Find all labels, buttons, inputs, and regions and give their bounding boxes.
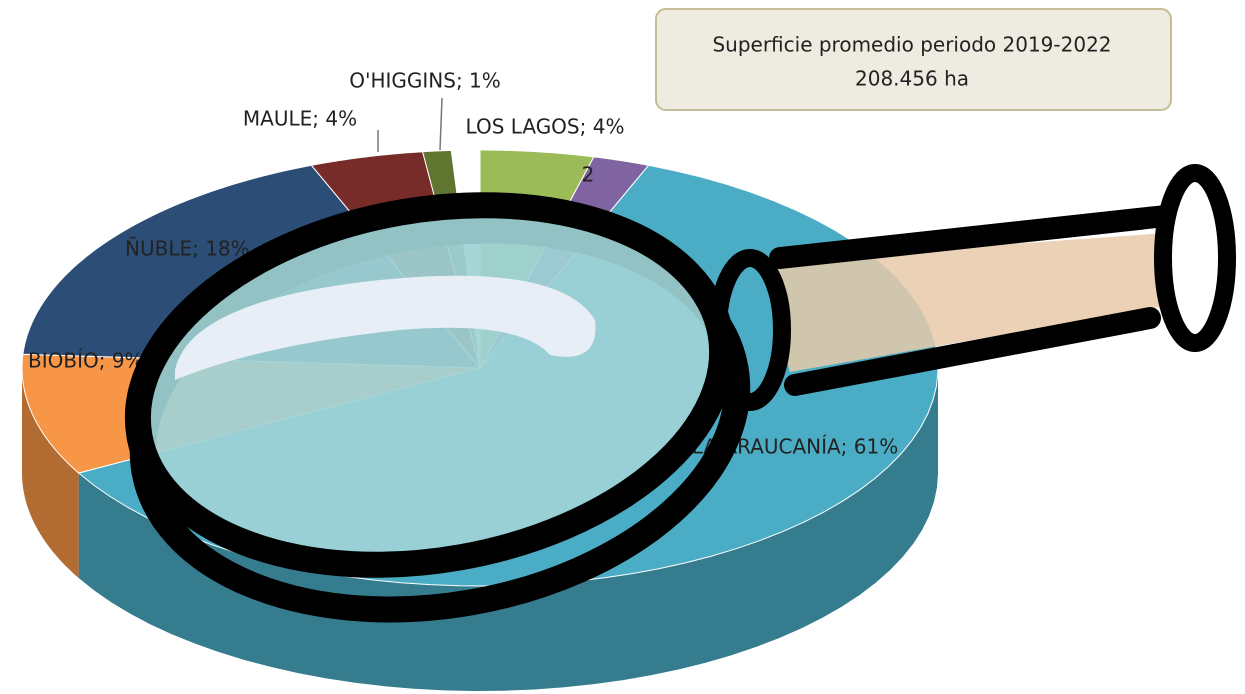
lens <box>124 192 736 578</box>
data-label: O'HIGGINS; 1% <box>349 69 501 93</box>
handle-end <box>1154 164 1236 352</box>
magnifier <box>124 164 1236 623</box>
data-label: BIOBÍO; 9% <box>28 349 144 373</box>
data-label: ÑUBLE; 18% <box>125 237 250 261</box>
lens-glare <box>175 275 596 380</box>
annotation-text: 208.456 ha <box>855 67 969 91</box>
annotation-box <box>655 8 1172 111</box>
pie-side <box>22 368 79 579</box>
annotation-text: Superficie promedio periodo 2019-2022 <box>712 33 1111 57</box>
handle-fill <box>760 232 1205 372</box>
data-label: LOS LAGOS; 4% <box>466 115 625 139</box>
data-label: MAULE; 4% <box>243 107 357 131</box>
data-label: 2 <box>582 163 595 187</box>
handle-outline <box>769 204 1186 396</box>
leader-line <box>439 97 443 151</box>
